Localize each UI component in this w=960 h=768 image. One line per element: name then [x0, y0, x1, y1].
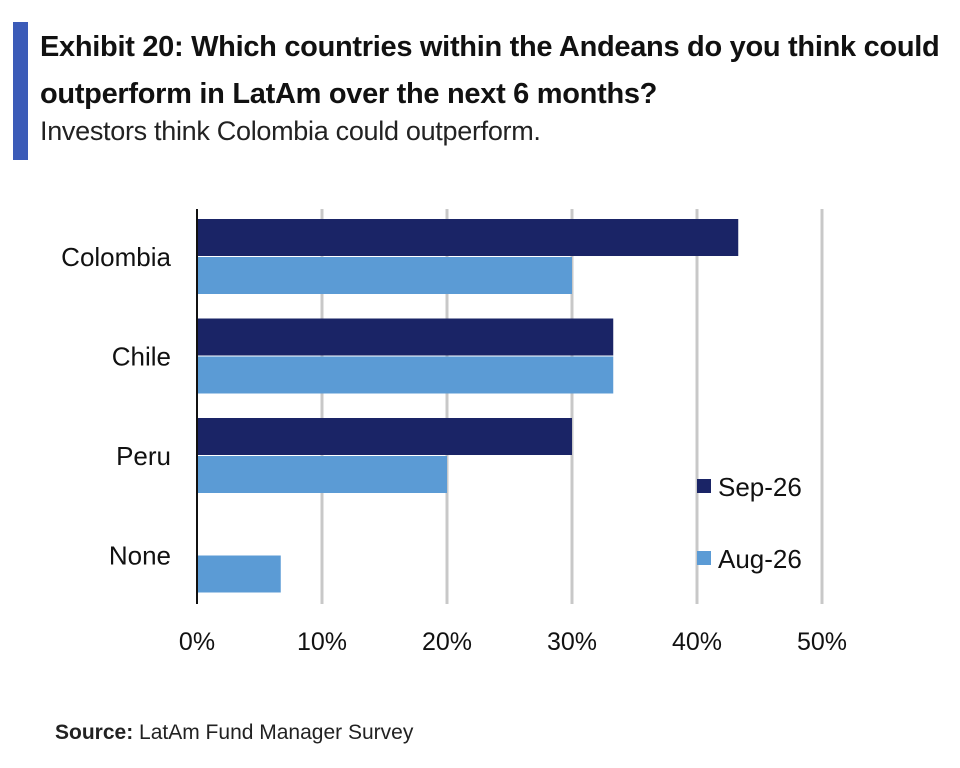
category-label: Colombia — [61, 242, 171, 272]
legend-label: Aug-26 — [718, 544, 802, 574]
source-label: Source: — [55, 721, 134, 744]
bar-chile-sep-26 — [197, 318, 614, 356]
chart-subtitle: Investors think Colombia could outperfor… — [40, 116, 541, 146]
axes: 0% 10% 20% 30% 40% 50% Colombia Chile Peru None — [61, 209, 847, 656]
bar-peru-sep-26 — [197, 418, 572, 455]
chart-title: Exhibit 20: Which countries within the A… — [40, 31, 940, 110]
category-label: None — [109, 541, 171, 571]
category-label: Chile — [112, 342, 171, 372]
bar-chile-aug-26 — [197, 356, 614, 394]
x-tick-label: 50% — [797, 628, 847, 656]
bar-chart: 0% 10% 20% 30% 40% 50% Colombia Chile Peru None S… — [61, 209, 847, 656]
x-tick-label: 30% — [547, 628, 597, 656]
source-note: Source: LatAm Fund Manager Survey — [55, 721, 413, 745]
bar-colombia-aug-26 — [197, 257, 572, 294]
title-accent-bar — [13, 22, 28, 160]
legend: Sep-26 Aug-26 — [697, 472, 802, 574]
legend-swatch — [697, 479, 711, 493]
x-tick-label: 20% — [422, 628, 472, 656]
bar-peru-aug-26 — [197, 456, 447, 493]
x-tick-label: 40% — [672, 628, 722, 656]
source-text: LatAm Fund Manager Survey — [139, 721, 414, 744]
bar-none-aug-26 — [197, 555, 281, 593]
bar-colombia-sep-26 — [197, 219, 739, 256]
bars — [197, 219, 739, 593]
legend-swatch — [697, 551, 711, 565]
legend-label: Sep-26 — [718, 472, 802, 502]
x-tick-label: 0% — [179, 628, 215, 656]
category-label: Peru — [116, 441, 171, 471]
x-tick-label: 10% — [297, 628, 347, 656]
